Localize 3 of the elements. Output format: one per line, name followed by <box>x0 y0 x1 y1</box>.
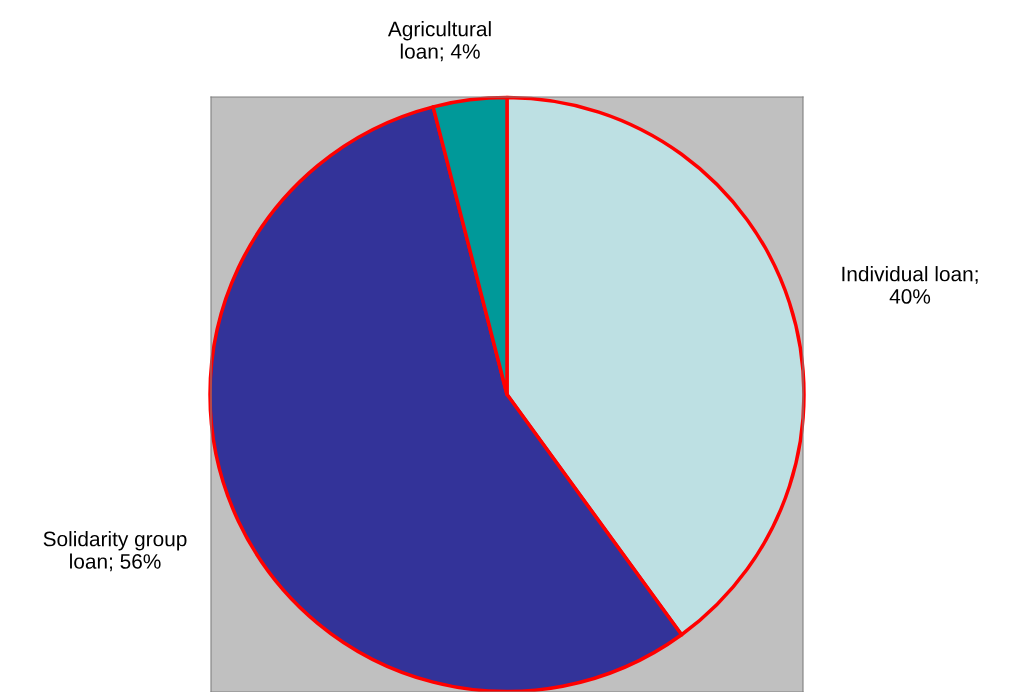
slice-label: Individual loan; 40% <box>842 266 978 304</box>
slice-label: Agricultural loan; 4% <box>387 21 491 62</box>
slice-label: Solidarity group loan; 56% <box>43 531 187 572</box>
